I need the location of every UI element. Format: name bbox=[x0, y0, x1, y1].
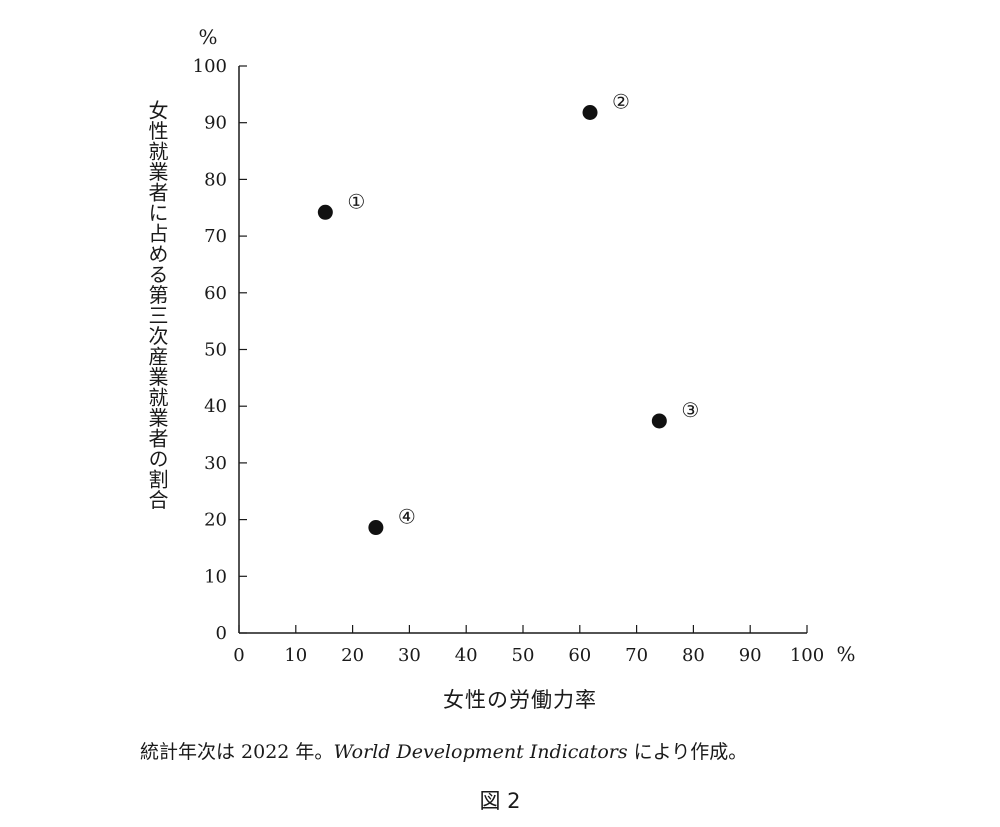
x-tick-label: 40 bbox=[455, 645, 478, 666]
x-tick-label: 20 bbox=[341, 645, 364, 666]
x-tick-label: 80 bbox=[682, 645, 705, 666]
source-note: 統計年次は 2022 年。World Development Indicator… bbox=[140, 737, 747, 764]
y-ticks: 0 10 20 30 40 50 60 70 80 90 100 bbox=[193, 56, 247, 644]
data-point bbox=[368, 520, 384, 536]
data-point-label: ② bbox=[612, 89, 630, 113]
x-tick-label: 90 bbox=[739, 645, 762, 666]
x-tick-label: 0 bbox=[233, 645, 244, 666]
y-tick-label: 30 bbox=[204, 453, 227, 474]
x-tick-label: 60 bbox=[568, 645, 591, 666]
y-tick-label: 0 bbox=[216, 623, 227, 644]
figure-number: 図 2 bbox=[479, 789, 521, 813]
x-axis-label: 女性の労働力率 bbox=[443, 688, 597, 712]
x-unit-label: % bbox=[836, 642, 855, 666]
data-points: ① ② ③ ④ bbox=[317, 89, 699, 536]
x-tick-label: 50 bbox=[512, 645, 535, 666]
data-point-label: ④ bbox=[398, 505, 416, 529]
y-axis-label: 女性就業者に占める第三次産業就業者の割合 bbox=[145, 100, 169, 510]
note-suffix: により作成。 bbox=[627, 741, 748, 763]
y-tick-label: 50 bbox=[204, 340, 227, 361]
x-tick-label: 10 bbox=[284, 645, 307, 666]
y-tick-label: 100 bbox=[193, 56, 227, 77]
note-prefix: 統計年次は 2022 年。 bbox=[140, 741, 334, 763]
y-tick-label: 70 bbox=[204, 226, 227, 247]
y-tick-label: 20 bbox=[204, 510, 227, 531]
x-tick-label: 100 bbox=[790, 645, 824, 666]
y-tick-label: 40 bbox=[204, 396, 227, 417]
x-tick-label: 30 bbox=[398, 645, 421, 666]
data-point-label: ① bbox=[347, 189, 365, 213]
y-unit-label: % bbox=[198, 25, 217, 49]
x-tick-label: 70 bbox=[625, 645, 648, 666]
y-tick-label: 60 bbox=[204, 283, 227, 304]
y-tick-label: 80 bbox=[204, 169, 227, 190]
y-tick-label: 10 bbox=[204, 566, 227, 587]
data-point bbox=[317, 204, 333, 220]
x-ticks: 0 10 20 30 40 50 60 70 80 90 100 bbox=[233, 625, 824, 666]
data-point bbox=[582, 104, 598, 120]
data-point-label: ③ bbox=[681, 398, 699, 422]
y-tick-label: 90 bbox=[204, 113, 227, 134]
data-point bbox=[651, 413, 667, 429]
note-source: World Development Indicators bbox=[333, 741, 628, 763]
